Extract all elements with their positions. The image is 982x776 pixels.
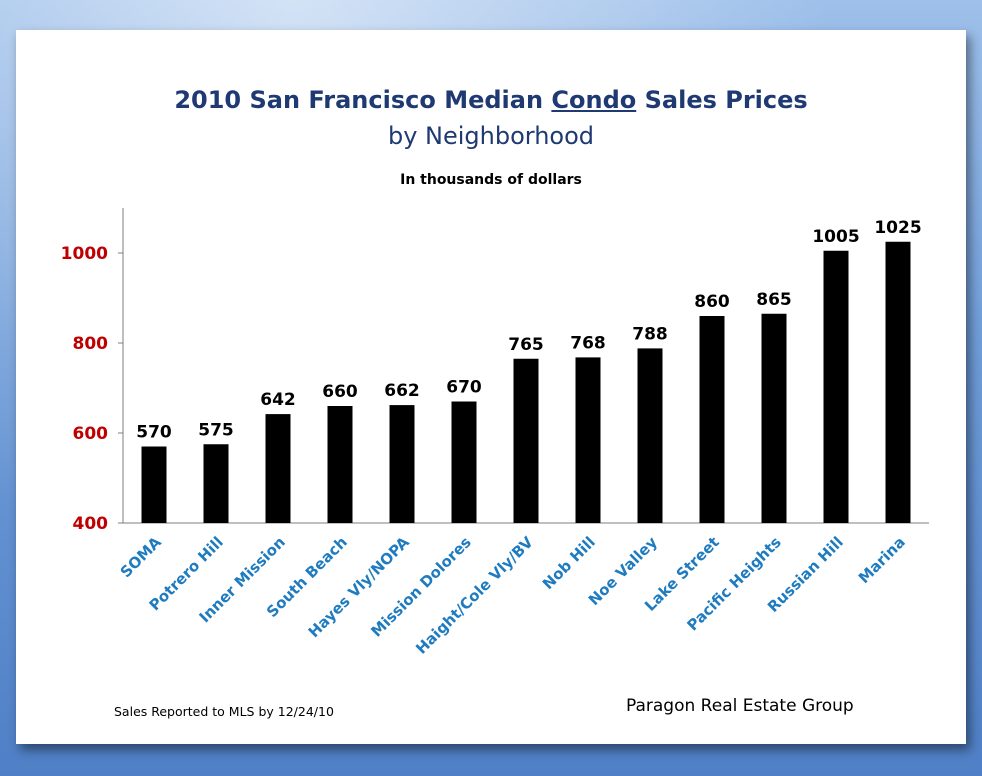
x-tick-label: SOMA bbox=[117, 533, 165, 581]
x-tick-label: Marina bbox=[855, 533, 909, 587]
bar bbox=[823, 250, 849, 523]
y-tick-label: 800 bbox=[73, 334, 109, 354]
bar bbox=[265, 414, 291, 523]
data-labels: 570 575 642 660 662 670 765 768 788 860 865 1005 102… bbox=[136, 218, 921, 443]
data-label: 670 bbox=[446, 378, 482, 398]
y-axis: 400 600 800 1000 bbox=[61, 208, 124, 534]
data-label: 662 bbox=[384, 381, 420, 401]
chart-subtitle: In thousands of dollars bbox=[400, 172, 582, 188]
chart-title-part1: 2010 San Francisco Median bbox=[174, 86, 552, 114]
data-label: 788 bbox=[632, 324, 668, 344]
data-label: 660 bbox=[322, 382, 358, 402]
data-label: 570 bbox=[136, 423, 172, 443]
bar bbox=[699, 316, 725, 523]
y-tick-label: 400 bbox=[73, 514, 109, 534]
x-tick-label: Nob Hill bbox=[539, 533, 599, 593]
slide: 2010 San Francisco Median Condo Sales Pr… bbox=[16, 30, 966, 744]
bar bbox=[389, 405, 415, 523]
data-label: 1005 bbox=[812, 227, 859, 247]
data-label: 765 bbox=[508, 335, 544, 355]
data-label: 1025 bbox=[874, 218, 921, 238]
data-label: 642 bbox=[260, 390, 296, 410]
bar bbox=[513, 358, 539, 523]
chart-title-part2: Sales Prices bbox=[636, 86, 808, 114]
bar bbox=[885, 241, 911, 523]
bar bbox=[327, 406, 353, 523]
bar bbox=[451, 401, 477, 523]
data-label: 575 bbox=[198, 420, 234, 440]
bars bbox=[141, 241, 911, 523]
footnote-company: Paragon Real Estate Group bbox=[626, 696, 854, 716]
data-label: 865 bbox=[756, 290, 792, 310]
bar bbox=[575, 357, 601, 523]
data-label: 768 bbox=[570, 333, 606, 353]
chart-title-emphasis: Condo bbox=[551, 86, 637, 114]
chart-title: 2010 San Francisco Median Condo Sales Pr… bbox=[16, 86, 966, 114]
footnote-source: Sales Reported to MLS by 12/24/10 bbox=[114, 704, 334, 719]
chart-title-line2: by Neighborhood bbox=[387, 122, 595, 150]
bar bbox=[761, 313, 787, 523]
bar bbox=[141, 446, 167, 523]
bar bbox=[203, 444, 229, 523]
y-tick-label: 600 bbox=[73, 424, 109, 444]
bar-chart: 400 600 800 1000 570 575 642 660 662 670 765 768 78… bbox=[61, 208, 929, 658]
bar bbox=[637, 348, 663, 523]
x-tick-label: Haight/Cole Vly/BV bbox=[412, 533, 537, 658]
y-tick-label: 1000 bbox=[61, 244, 108, 264]
data-label: 860 bbox=[694, 292, 730, 312]
